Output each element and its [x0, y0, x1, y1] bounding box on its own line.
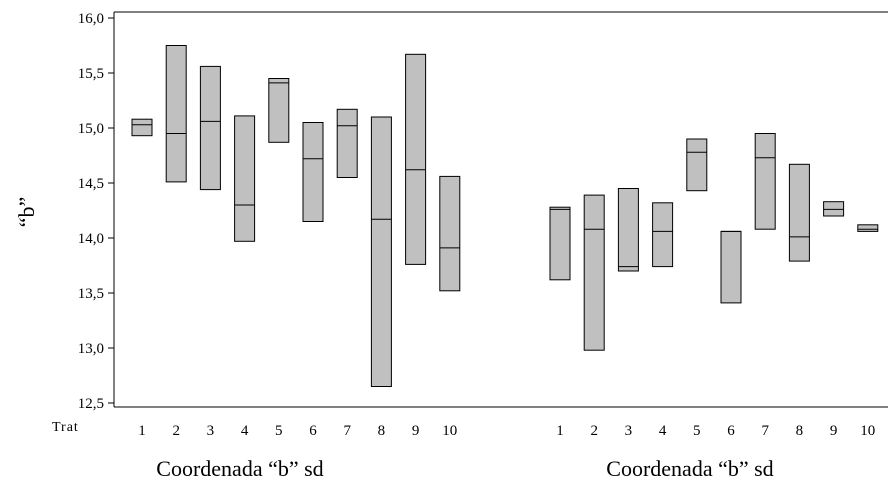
y-tick-label: 13,0 [78, 341, 104, 357]
box [823, 201, 845, 217]
box [583, 194, 605, 351]
box [686, 138, 708, 192]
x-tick-label: 7 [761, 423, 769, 439]
x-tick-label: 9 [412, 423, 420, 439]
y-tick-label: 14,0 [78, 231, 104, 247]
y-ticks: 12,5 13,0 13,5 14,0 14,5 15,0 15,5 16,0 [78, 11, 114, 412]
trat-row-label: Trat [52, 420, 79, 435]
y-tick-label: 16,0 [78, 11, 104, 27]
box [720, 230, 742, 304]
x-tick-label: 5 [275, 423, 283, 439]
y-tick-label: 12,5 [78, 396, 104, 412]
x-tick-label: 4 [241, 423, 249, 439]
y-axis-label: “b” [14, 197, 39, 228]
box [405, 53, 427, 265]
box [268, 78, 290, 143]
box [652, 202, 674, 268]
group-label-left: Coordenada “b” sd [156, 456, 323, 481]
box [370, 116, 392, 387]
group-label-right: Coordenada “b” sd [606, 456, 773, 481]
box [131, 118, 153, 137]
box [302, 122, 324, 222]
y-tick-label: 15,0 [78, 121, 104, 137]
x-tick-label: 5 [693, 423, 701, 439]
y-tick-label: 14,5 [78, 176, 104, 192]
box [336, 108, 358, 178]
x-tick-label: 10 [442, 423, 457, 439]
box [549, 206, 571, 281]
x-tick-label: 8 [378, 423, 386, 439]
x-tick-label: 4 [659, 423, 667, 439]
x-tick-label: 6 [727, 423, 735, 439]
boxes-layer [131, 45, 879, 387]
box [788, 163, 810, 262]
box [439, 175, 461, 292]
box [165, 45, 187, 183]
x-tick-label: 1 [138, 423, 146, 439]
box [754, 133, 776, 230]
x-tick-label: 1 [556, 423, 564, 439]
x-tick-label: 8 [796, 423, 804, 439]
x-tick-label: 9 [830, 423, 838, 439]
x-tick-label: 2 [172, 423, 180, 439]
box [234, 115, 256, 242]
box [617, 188, 639, 272]
x-tick-label: 2 [590, 423, 598, 439]
box [199, 65, 221, 191]
x-tick-label: 7 [343, 423, 351, 439]
y-tick-label: 13,5 [78, 286, 104, 302]
x-tick-labels: 1 2 3 4 5 6 7 8 9 10 1 2 3 4 5 6 7 8 9 10 [138, 423, 875, 439]
x-tick-label: 6 [309, 423, 317, 439]
box [857, 224, 879, 232]
x-tick-label: 3 [207, 423, 215, 439]
x-tick-label: 10 [860, 423, 875, 439]
y-tick-label: 15,5 [78, 66, 104, 82]
x-tick-label: 3 [625, 423, 633, 439]
